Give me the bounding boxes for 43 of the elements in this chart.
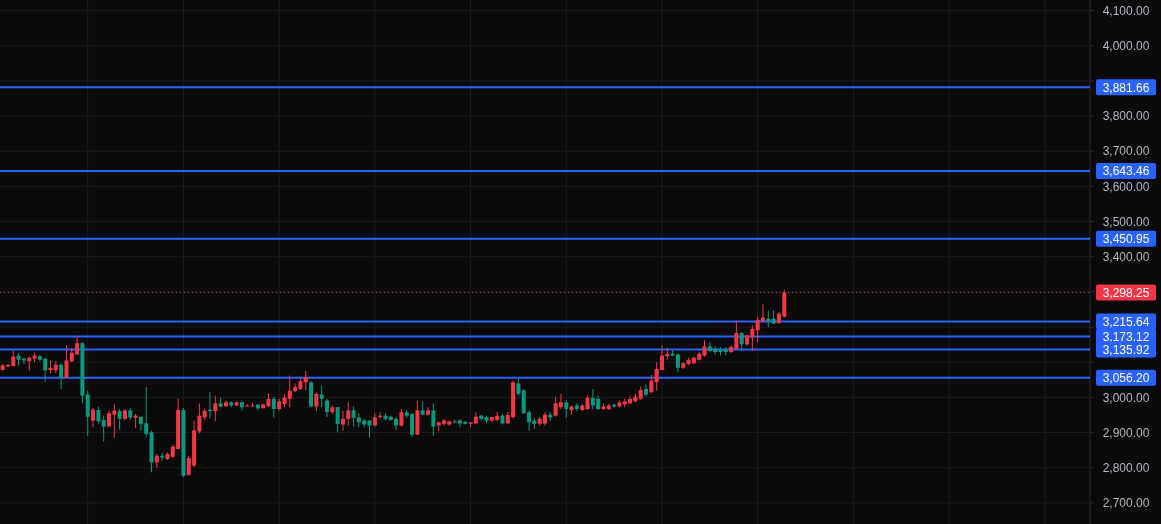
y-tick-label: 2,800.00 bbox=[1102, 460, 1150, 475]
candlestick bbox=[64, 344, 69, 379]
candlestick bbox=[612, 402, 617, 409]
y-tick-label: 3,400.00 bbox=[1102, 249, 1150, 264]
candlestick bbox=[287, 375, 292, 408]
y-tick-label: 3,500.00 bbox=[1102, 214, 1150, 229]
candlestick bbox=[271, 396, 276, 418]
y-tick-label: 3,800.00 bbox=[1102, 109, 1150, 124]
y-tick-label: 3,600.00 bbox=[1102, 179, 1150, 194]
y-tick-label: 2,700.00 bbox=[1102, 496, 1150, 511]
candlestick bbox=[303, 370, 308, 391]
ref-line-label: 3,450.95 bbox=[1102, 232, 1150, 247]
ref-line-label: 3,643.46 bbox=[1102, 164, 1150, 179]
candlestick bbox=[675, 352, 680, 373]
y-tick-label: 4,100.00 bbox=[1102, 3, 1150, 18]
ref-line-label: 3,215.64 bbox=[1102, 314, 1150, 329]
ref-line-label: 3,881.66 bbox=[1102, 80, 1150, 95]
candlestick bbox=[644, 383, 649, 398]
candlestick bbox=[293, 382, 298, 393]
candlestick bbox=[325, 398, 329, 418]
ref-line-label: 3,173.12 bbox=[1102, 329, 1150, 344]
y-tick-label: 3,000.00 bbox=[1102, 390, 1150, 405]
candlestick bbox=[319, 384, 324, 408]
candlestick bbox=[59, 362, 64, 390]
candlestick bbox=[431, 402, 436, 437]
candlestick bbox=[213, 395, 218, 422]
y-tick-label: 2,900.00 bbox=[1102, 425, 1150, 440]
candlestick bbox=[117, 408, 122, 431]
ref-line-label: 3,056.20 bbox=[1102, 370, 1150, 385]
candlestick bbox=[649, 374, 654, 394]
ref-line-label: 3,298.25 bbox=[1102, 285, 1150, 300]
candlestick bbox=[739, 331, 744, 352]
candlestick bbox=[314, 391, 319, 412]
candlestick bbox=[85, 390, 90, 437]
y-tick-label: 4,000.00 bbox=[1102, 38, 1150, 53]
ref-line-label: 3,135.92 bbox=[1102, 342, 1150, 357]
candlestick bbox=[335, 406, 340, 433]
candlestick bbox=[101, 415, 106, 442]
y-tick-label: 3,700.00 bbox=[1102, 144, 1150, 159]
candlestick bbox=[426, 406, 431, 417]
candlestick bbox=[91, 407, 96, 428]
candlestick bbox=[346, 401, 351, 427]
candlestick bbox=[574, 402, 579, 412]
